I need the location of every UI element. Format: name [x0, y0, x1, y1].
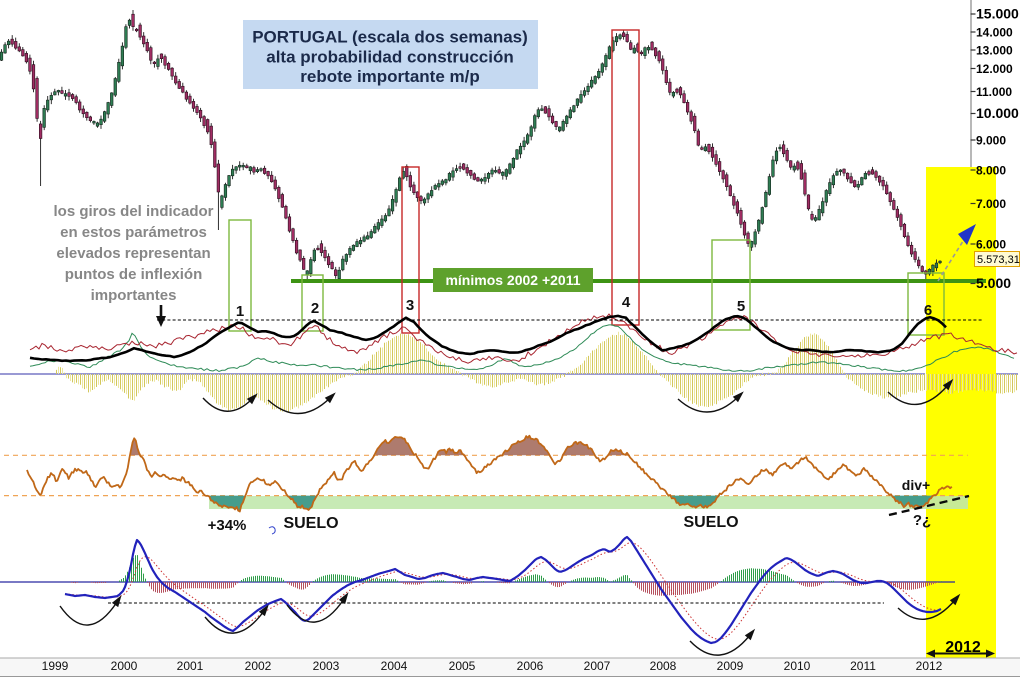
svg-text:alta probabilidad construcción: alta probabilidad construcción [266, 47, 513, 66]
svg-text:1999: 1999 [42, 659, 69, 673]
svg-text:en estos parámetros: en estos parámetros [60, 224, 207, 241]
svg-text:2: 2 [311, 300, 319, 317]
svg-text:div+: div+ [902, 477, 930, 493]
svg-text:6: 6 [924, 302, 932, 319]
svg-text:los giros del indicador: los giros del indicador [53, 203, 213, 220]
svg-text:PORTUGAL (escala dos semanas): PORTUGAL (escala dos semanas) [252, 28, 528, 47]
svg-text:2012: 2012 [916, 659, 943, 673]
svg-text:puntos de inflexión: puntos de inflexión [65, 266, 203, 283]
svg-text:7.000: 7.000 [976, 197, 1006, 211]
svg-text:12.000: 12.000 [976, 62, 1013, 76]
svg-text:10.000: 10.000 [976, 105, 1019, 121]
svg-text:+34%: +34% [208, 517, 247, 534]
svg-text:1: 1 [236, 303, 244, 320]
svg-text:5.000: 5.000 [976, 275, 1011, 291]
svg-text:2011: 2011 [850, 659, 876, 673]
svg-text:5.573,31: 5.573,31 [977, 254, 1020, 266]
svg-text:2012: 2012 [945, 639, 981, 656]
svg-text:importantes: importantes [91, 287, 177, 304]
svg-text:mínimos 2002 +2011: mínimos 2002 +2011 [445, 272, 580, 288]
svg-text:4: 4 [622, 294, 631, 311]
svg-text:2008: 2008 [650, 659, 677, 673]
svg-text:6.000: 6.000 [976, 238, 1006, 252]
svg-text:2009: 2009 [717, 659, 744, 673]
svg-text:2005: 2005 [449, 659, 476, 673]
svg-text:8.000: 8.000 [976, 164, 1006, 178]
svg-text:2003: 2003 [313, 659, 340, 673]
svg-text:elevados representan: elevados representan [56, 245, 210, 262]
svg-text:SUELO: SUELO [283, 515, 338, 532]
svg-text:14.000: 14.000 [976, 26, 1013, 40]
svg-text:2002: 2002 [245, 659, 272, 673]
svg-text:13.000: 13.000 [976, 44, 1013, 58]
svg-text:3: 3 [406, 297, 414, 314]
svg-text:rebote importante m/p: rebote importante m/p [300, 67, 479, 86]
svg-text:11.000: 11.000 [976, 85, 1012, 99]
svg-text:2000: 2000 [111, 659, 138, 673]
svg-text:2007: 2007 [584, 659, 611, 673]
svg-text:2010: 2010 [784, 659, 811, 673]
svg-text:5: 5 [737, 298, 745, 315]
svg-text:2001: 2001 [177, 659, 204, 673]
svg-text:2004: 2004 [381, 659, 408, 673]
svg-text:15.000: 15.000 [976, 6, 1019, 22]
svg-text:2006: 2006 [517, 659, 544, 673]
svg-text:SUELO: SUELO [683, 514, 738, 531]
svg-text:?¿: ?¿ [913, 512, 931, 529]
svg-text:9.000: 9.000 [976, 134, 1006, 148]
